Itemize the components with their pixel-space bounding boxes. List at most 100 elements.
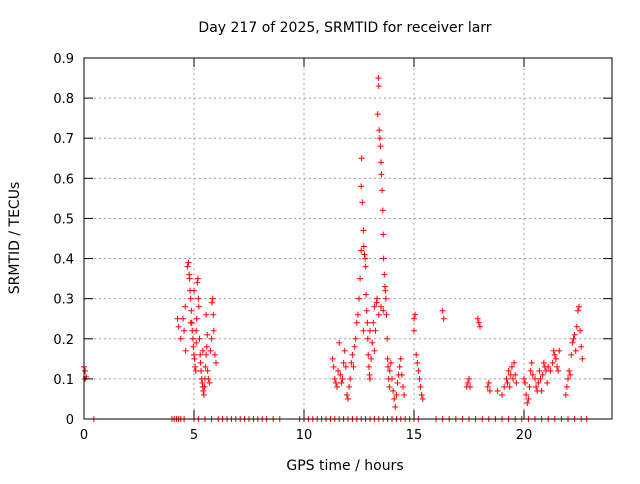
data-point xyxy=(393,391,400,398)
data-point xyxy=(411,315,417,322)
data-point xyxy=(512,371,519,378)
data-point xyxy=(203,311,210,318)
data-point xyxy=(207,347,214,354)
data-point xyxy=(394,379,401,386)
data-point xyxy=(378,171,385,178)
data-point xyxy=(391,395,398,402)
data-point xyxy=(566,367,573,374)
data-point xyxy=(486,387,493,394)
x-tick-label: 5 xyxy=(190,428,198,443)
data-point xyxy=(549,359,556,366)
data-point xyxy=(540,359,547,366)
data-point xyxy=(363,307,370,314)
data-point xyxy=(200,391,207,398)
data-point xyxy=(175,323,182,330)
data-point xyxy=(192,367,199,374)
data-point xyxy=(342,363,349,370)
data-point xyxy=(192,363,199,370)
data-point xyxy=(364,335,371,342)
data-point xyxy=(466,375,472,382)
data-point xyxy=(419,395,426,402)
data-point xyxy=(411,327,417,334)
data-point xyxy=(349,351,356,358)
data-point xyxy=(363,291,370,298)
data-point xyxy=(440,315,447,322)
data-point xyxy=(340,359,347,366)
data-point xyxy=(185,259,192,266)
data-point xyxy=(578,343,585,350)
data-point xyxy=(191,287,197,294)
data-point xyxy=(358,247,365,254)
data-point xyxy=(210,311,217,318)
data-point xyxy=(362,255,369,262)
data-point xyxy=(379,207,386,214)
data-point xyxy=(380,255,387,262)
data-point xyxy=(499,391,505,398)
data-point xyxy=(365,351,372,358)
data-point xyxy=(204,331,211,338)
data-point xyxy=(386,367,393,374)
data-point xyxy=(343,391,350,398)
data-point xyxy=(526,383,533,390)
data-point xyxy=(522,379,529,386)
data-point xyxy=(382,295,389,302)
data-point xyxy=(203,343,210,350)
data-point xyxy=(331,375,338,382)
data-point xyxy=(367,375,373,382)
data-point xyxy=(385,363,392,370)
data-point xyxy=(484,383,491,390)
data-point xyxy=(338,379,345,386)
data-point xyxy=(209,295,216,302)
data-point xyxy=(382,287,389,294)
data-point xyxy=(360,243,367,250)
y-tick-label: 0.3 xyxy=(53,293,74,308)
data-point xyxy=(577,327,584,334)
data-point xyxy=(195,303,202,310)
data-point xyxy=(187,295,194,302)
data-point xyxy=(335,367,342,374)
data-point xyxy=(182,303,189,310)
data-point xyxy=(381,271,388,278)
data-point xyxy=(513,379,520,386)
data-point xyxy=(538,387,545,394)
data-point xyxy=(554,363,560,370)
data-point xyxy=(485,379,492,386)
data-point xyxy=(383,311,390,318)
data-point xyxy=(532,375,538,382)
data-point xyxy=(562,391,569,398)
data-point xyxy=(401,391,408,398)
data-point xyxy=(205,375,212,382)
data-point xyxy=(380,231,387,238)
data-point xyxy=(397,355,404,362)
data-point xyxy=(387,359,394,366)
data-point xyxy=(358,183,365,190)
data-point xyxy=(368,355,375,362)
y-tick-label: 0.4 xyxy=(53,253,74,268)
data-point xyxy=(370,319,377,326)
data-point xyxy=(330,363,337,370)
data-point xyxy=(547,367,554,374)
data-point xyxy=(194,275,201,282)
data-point xyxy=(377,143,384,150)
data-point xyxy=(206,379,213,386)
data-point xyxy=(213,359,219,366)
data-point xyxy=(191,355,198,362)
data-point xyxy=(187,319,194,326)
data-point xyxy=(369,339,376,346)
data-point xyxy=(501,383,508,390)
data-point xyxy=(82,367,89,374)
data-point xyxy=(477,323,483,330)
data-point xyxy=(345,395,351,402)
data-point xyxy=(539,371,546,378)
data-point xyxy=(353,319,360,326)
data-point xyxy=(375,83,382,90)
data-point xyxy=(571,331,578,338)
data-point xyxy=(523,391,530,398)
data-point xyxy=(202,363,209,370)
data-point xyxy=(494,387,501,394)
data-point xyxy=(521,375,527,382)
data-point xyxy=(174,315,181,322)
data-point xyxy=(400,383,406,390)
data-point xyxy=(511,359,518,366)
